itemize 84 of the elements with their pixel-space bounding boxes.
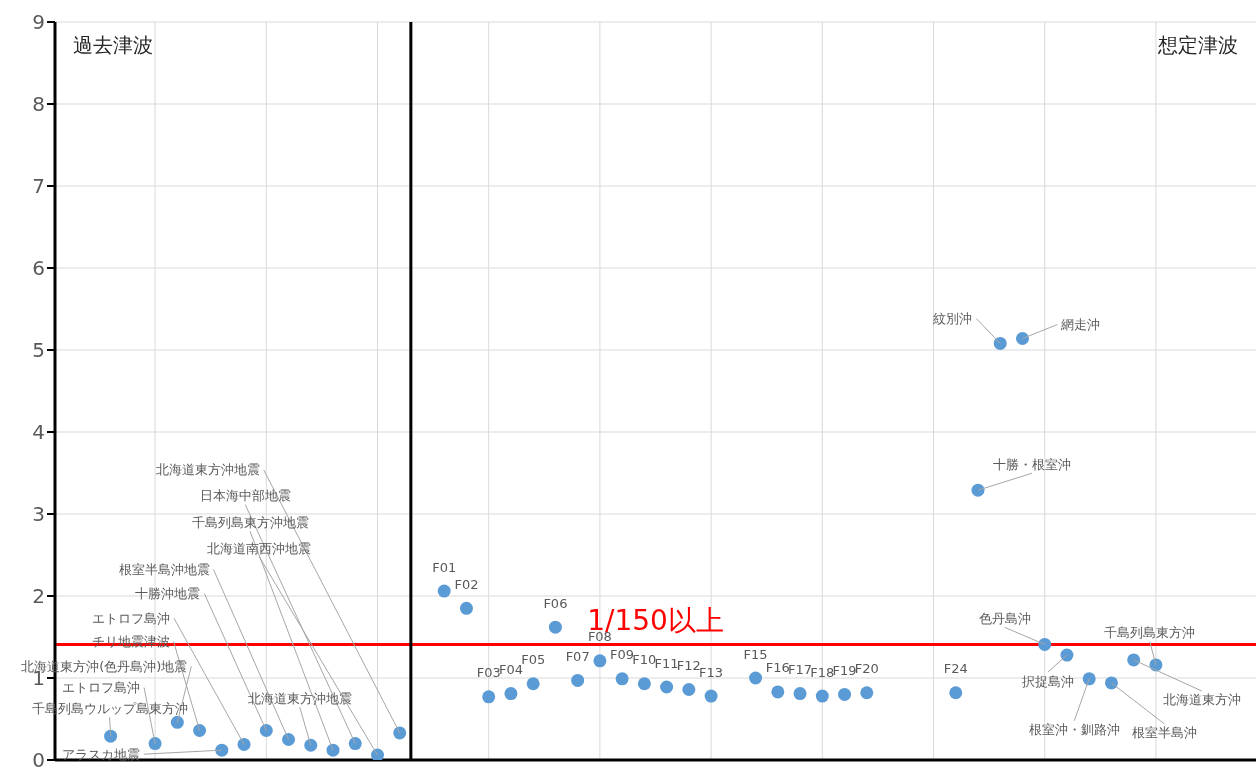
y-tick-label: 3 [32,502,45,527]
y-tick-label: 9 [32,10,45,35]
annotation: 根室半島沖 [1131,725,1197,741]
y-tick-label: 2 [32,584,45,609]
point [1127,653,1141,667]
annotation: F18 [810,664,835,680]
point [637,677,651,691]
point [504,687,518,701]
point [259,723,273,737]
annotation: 択捉島沖 [1021,673,1074,689]
point [571,673,585,687]
point [1082,672,1096,686]
point [548,620,562,634]
point [193,723,207,737]
point [749,671,763,685]
annotation: F16 [765,660,790,676]
annotation: 想定津波 [1157,33,1238,57]
annotation: 千島列島東方沖 [1104,625,1196,641]
annotation: F01 [432,559,457,575]
point [615,672,629,686]
point [459,601,473,615]
point [949,686,963,700]
y-tick-label: 8 [32,92,45,117]
point [838,687,852,701]
annotation: F07 [565,648,590,664]
y-tick-label: 7 [32,174,45,199]
y-tick-label: 4 [32,420,45,445]
annotation: エトロフ島沖 [62,680,141,696]
point [526,677,540,691]
y-tick-label: 6 [32,256,45,281]
point [593,654,607,668]
point [660,680,674,694]
annotation: F24 [943,661,968,677]
annotation: F13 [699,664,724,680]
point [437,584,451,598]
point [148,737,162,751]
point [104,729,118,743]
annotation: 十勝・根室沖 [992,456,1071,472]
annotation: F12 [676,657,701,673]
annotation: 網走沖 [1060,317,1101,333]
annotation: 北海道東方沖 [1162,692,1241,708]
point [815,689,829,703]
point [993,336,1007,350]
annotation: 根室半島沖地震 [118,562,210,577]
point [971,483,985,497]
annotation: F05 [521,652,546,668]
y-tick-label: 0 [32,748,45,772]
point [170,715,184,729]
point [771,685,785,699]
annotation: F03 [476,665,501,681]
annotation: 過去津波 [73,33,153,57]
annotation: 千島列島東方沖地震 [191,514,309,530]
annotation: エトロフ島沖 [92,610,171,626]
annotation: アラスカ地震 [61,746,140,762]
y-tick-label: 5 [32,338,45,363]
point [704,689,718,703]
point [793,687,807,701]
annotation: 十勝沖地震 [135,585,201,601]
point [348,737,362,751]
annotation: 根室沖・釧路沖 [1028,722,1120,738]
annotation: 色丹島沖 [978,610,1031,626]
point [282,733,296,746]
annotation: 北海道東方沖地震 [155,462,260,478]
point [860,686,874,700]
point [370,748,384,760]
annotation: F06 [543,595,568,611]
point [682,682,696,696]
point [1038,637,1052,651]
point [215,743,229,757]
annotation: F10 [632,652,657,668]
point [304,738,318,752]
annotation: F11 [654,655,679,671]
point [1015,332,1029,346]
annotation: F02 [454,576,479,592]
annotation: 紋別沖 [933,310,973,326]
annotation: 北海道東方沖地震 [247,690,352,706]
annotation: F19 [832,662,857,678]
point [482,690,496,704]
annotation: 北海道南西沖地震 [207,540,312,556]
annotation: 日本海中部地震 [199,488,291,504]
point [237,737,251,751]
point [1104,676,1118,690]
point [393,726,407,740]
annotation: F15 [743,646,768,662]
